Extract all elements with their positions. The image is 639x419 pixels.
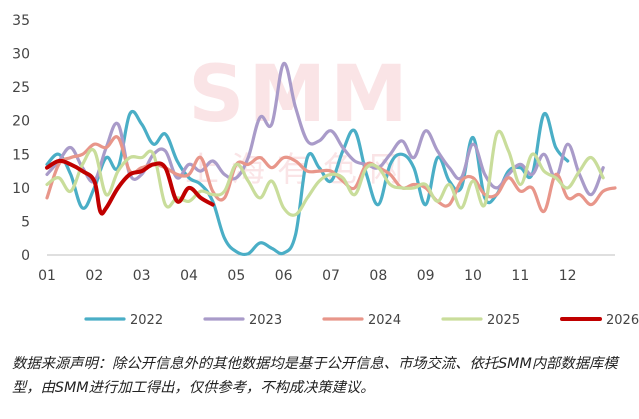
source-note: 数据来源声明：除公开信息外的其他数据均是基于公开信息、市场交流、依托SMM内部数… (12, 356, 618, 396)
x-axis-tick-labels: 01 02 03 04 05 06 07 08 09 10 11 12 (38, 268, 576, 284)
x-tick-label: 04 (180, 268, 198, 284)
y-tick-label: 35 (12, 13, 30, 29)
chart-legend: 2022 2023 2024 2025 2026 (84, 313, 639, 328)
x-tick-label: 05 (227, 268, 245, 284)
x-tick-label: 03 (133, 268, 151, 284)
y-tick-label: 5 (21, 214, 30, 230)
legend-label-2022: 2022 (130, 313, 163, 328)
legend-label-2025: 2025 (487, 313, 520, 328)
legend-label-2023: 2023 (249, 313, 282, 328)
series-lines (45, 61, 617, 257)
y-tick-label: 15 (12, 147, 30, 163)
x-tick-label: 11 (511, 268, 529, 284)
y-tick-label: 10 (12, 181, 30, 197)
legend-label-2024: 2024 (368, 313, 401, 328)
y-tick-label: 0 (21, 248, 30, 264)
y-axis-tick-labels: 0 5 10 15 20 25 30 35 (12, 13, 30, 264)
x-tick-label: 07 (322, 268, 340, 284)
x-tick-label: 09 (417, 268, 435, 284)
y-tick-label: 30 (12, 47, 30, 63)
x-tick-label: 01 (38, 268, 56, 284)
x-tick-label: 12 (559, 268, 577, 284)
x-tick-label: 08 (369, 268, 387, 284)
series-line-2025 (45, 129, 605, 217)
series-line-2022 (45, 109, 570, 257)
y-tick-label: 25 (12, 80, 30, 96)
series-line-2026 (45, 158, 215, 216)
series-line-2023 (45, 61, 605, 197)
x-tick-label: 02 (85, 268, 103, 284)
y-tick-label: 20 (12, 114, 30, 130)
x-tick-label: 06 (275, 268, 293, 284)
x-tick-label: 10 (464, 268, 482, 284)
series-line-2024 (45, 135, 617, 213)
legend-label-2026: 2026 (606, 313, 639, 328)
